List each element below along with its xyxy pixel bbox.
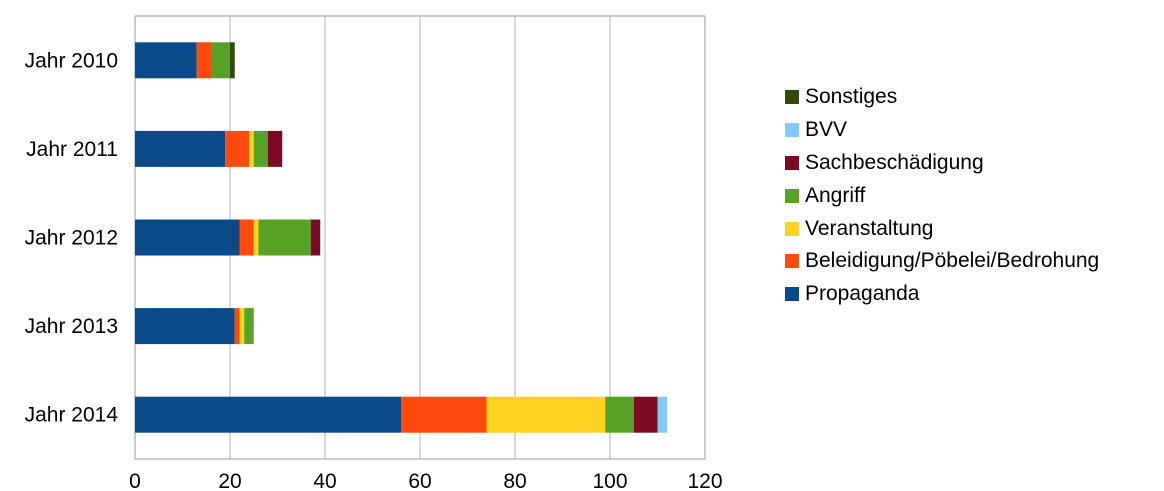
bar-segment xyxy=(268,130,283,167)
legend-label: Angriff xyxy=(805,183,866,207)
bar-segment xyxy=(234,308,240,345)
x-tick-label: 0 xyxy=(129,470,141,491)
bar-segment xyxy=(230,42,235,79)
bar-segment xyxy=(310,219,321,256)
legend-item: Angriff xyxy=(785,179,1099,212)
bar-segment xyxy=(486,396,606,433)
legend-label: Propaganda xyxy=(805,282,920,306)
legend-item: Beleidigung/Pöbelei/Bedrohung xyxy=(785,245,1099,278)
legend-label: BVV xyxy=(805,118,848,142)
legend-label: Beleidigung/Pöbelei/Bedrohung xyxy=(805,249,1100,273)
legend-swatch xyxy=(785,254,799,269)
bar-segment xyxy=(196,42,211,79)
category-labels: Jahr 2010 Jahr 2011 Jahr 2012 Jahr 2013 Jahr… xyxy=(25,49,119,426)
bar-segment xyxy=(244,308,254,345)
bar-segment xyxy=(135,308,235,345)
bar-segment xyxy=(401,396,487,433)
legend-item: Veranstaltung xyxy=(785,212,1099,245)
category-label: Jahr 2012 xyxy=(25,227,118,250)
x-tick-label: 100 xyxy=(592,470,627,491)
bar-segment xyxy=(253,130,268,167)
bar-segment xyxy=(211,42,230,79)
category-label: Jahr 2013 xyxy=(25,315,118,338)
legend-swatch xyxy=(785,123,799,138)
legend-label: Veranstaltung xyxy=(805,216,934,240)
legend: Sonstiges BVV Sachbeschädigung Angriff Veran… xyxy=(785,81,1099,311)
legend-swatch xyxy=(785,287,799,302)
legend-item: BVV xyxy=(785,114,1099,147)
x-tick-labels: 0 20 40 60 80 100 120 xyxy=(129,470,722,491)
x-tick-label: 60 xyxy=(408,470,431,491)
bars xyxy=(135,42,667,433)
legend-label: Sonstiges xyxy=(805,85,898,109)
legend-swatch xyxy=(785,188,799,203)
legend-item: Sachbeschädigung xyxy=(785,147,1099,180)
bar-segment xyxy=(225,130,249,167)
bar-segment xyxy=(135,130,226,167)
bar-segment xyxy=(135,396,401,433)
bar-segment xyxy=(633,396,658,433)
bar-segment xyxy=(249,130,254,167)
bar-segment xyxy=(605,396,634,433)
category-label: Jahr 2014 xyxy=(25,404,119,427)
x-tick-label: 120 xyxy=(687,470,722,491)
bar-segment xyxy=(239,219,254,256)
x-tick-label: 20 xyxy=(218,470,241,491)
legend-swatch xyxy=(785,155,799,170)
category-label: Jahr 2011 xyxy=(26,138,118,161)
bar-segment xyxy=(135,219,240,256)
x-tick-label: 80 xyxy=(503,470,526,491)
gridlines xyxy=(229,16,611,459)
legend-swatch xyxy=(785,221,799,236)
bar-segment xyxy=(239,308,245,345)
category-label: Jahr 2010 xyxy=(25,49,118,72)
legend-swatch xyxy=(785,90,799,105)
x-tick-label: 40 xyxy=(313,470,336,491)
bar-segment xyxy=(258,219,311,256)
bar-segment xyxy=(253,219,259,256)
bar-segment xyxy=(135,42,197,79)
legend-item: Propaganda xyxy=(785,278,1099,311)
legend-label: Sachbeschädigung xyxy=(805,150,984,174)
bar-segment xyxy=(657,396,667,433)
legend-item: Sonstiges xyxy=(785,81,1099,114)
